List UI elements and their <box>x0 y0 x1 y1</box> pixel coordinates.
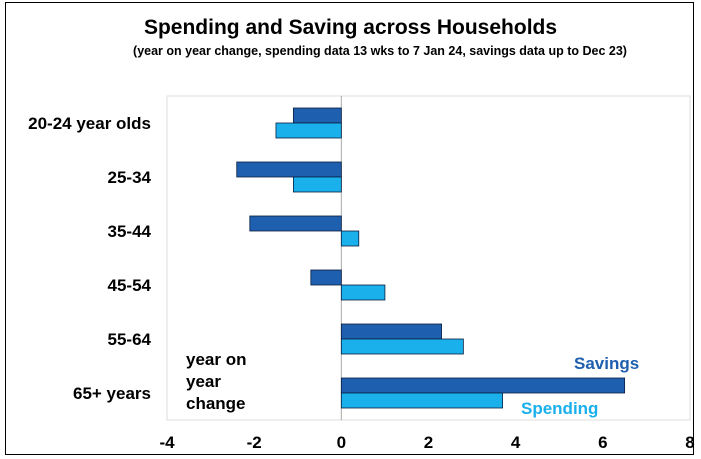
category-label: 20-24 year olds <box>28 114 151 133</box>
spending-bar <box>340 392 503 409</box>
chart-subtitle: (year on year change, spending data 13 w… <box>133 44 627 58</box>
spending-bar <box>292 176 342 193</box>
axis-annotation: year on year change <box>186 350 247 413</box>
savings-bar <box>249 215 342 232</box>
chart-title: Spending and Saving across Households <box>143 16 558 39</box>
savings-bar <box>340 377 626 394</box>
category-label: 65+ years <box>73 384 151 403</box>
x-tick-label: 6 <box>598 433 607 452</box>
savings-bar <box>340 323 442 340</box>
savings-bar <box>236 161 342 178</box>
legend-spending: Spending <box>521 399 599 418</box>
plot-area <box>166 95 691 421</box>
x-tick-label: 0 <box>337 433 346 452</box>
x-tick-label: 8 <box>685 433 694 452</box>
spending-bar <box>340 230 360 247</box>
x-tick-label: 2 <box>424 433 433 452</box>
x-tick-label: 4 <box>511 433 521 452</box>
category-label: 35-44 <box>108 222 152 241</box>
spending-bar <box>340 284 386 301</box>
legend-savings: Savings <box>574 354 640 373</box>
savings-bar <box>292 107 342 124</box>
x-tick-label: -4 <box>159 433 175 452</box>
spending-bar <box>275 122 342 139</box>
category-label: 25-34 <box>108 168 152 187</box>
category-label: 45-54 <box>108 276 152 295</box>
savings-bar <box>310 269 342 286</box>
spending-bar <box>340 338 464 355</box>
x-tick-label: -2 <box>247 433 262 452</box>
category-label: 55-64 <box>108 330 152 349</box>
